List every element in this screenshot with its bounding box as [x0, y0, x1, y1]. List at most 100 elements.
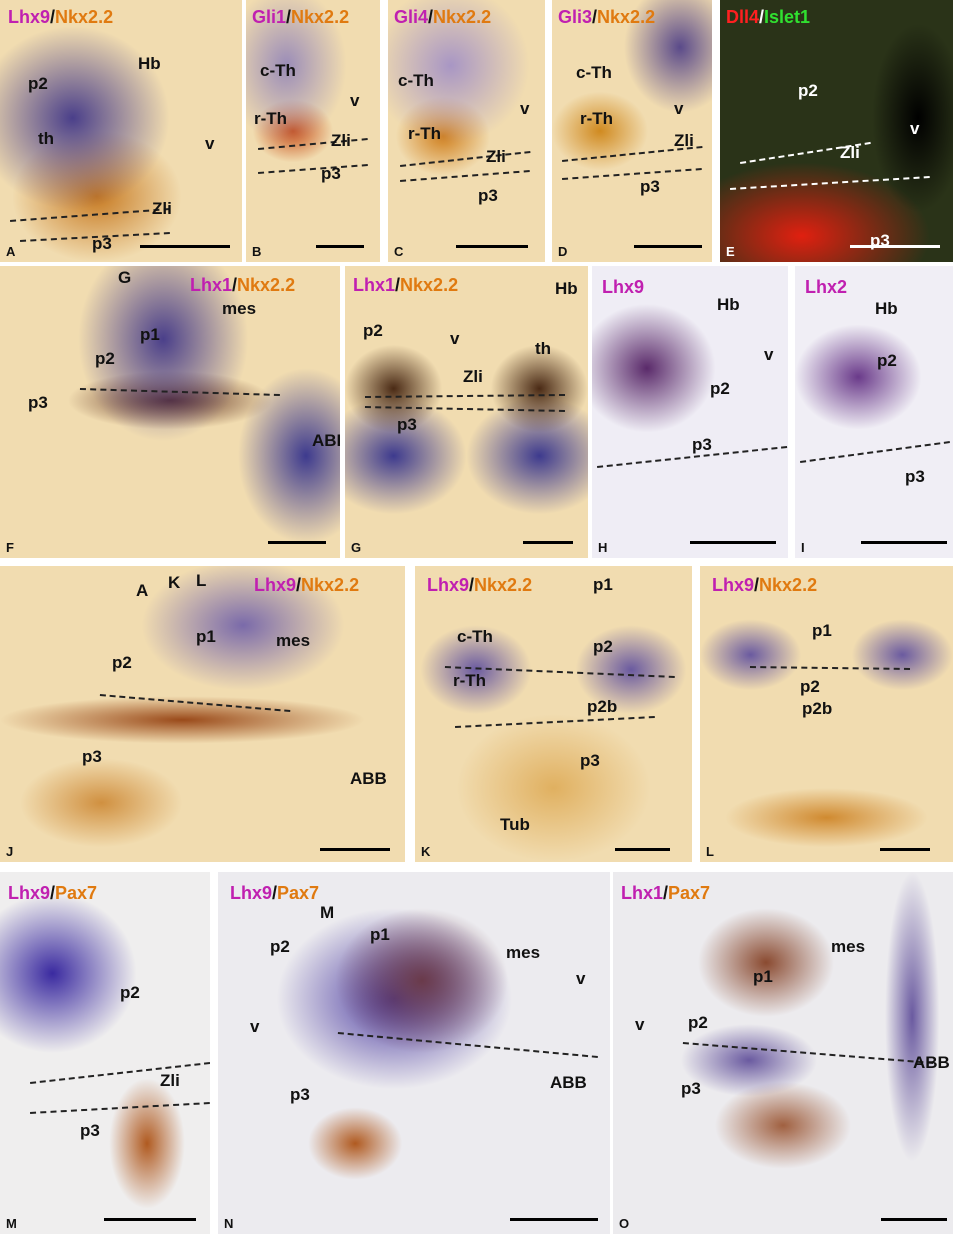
panel-letter: C — [394, 244, 404, 259]
panel: Lhx2 Hb p2 p3 I — [795, 266, 953, 558]
title-part: / — [50, 883, 56, 903]
region-label: r-Th — [580, 109, 614, 128]
region-label: p3 — [321, 164, 341, 183]
title-part: Dll4 — [726, 7, 760, 27]
region-label: v — [764, 345, 774, 364]
region-label: v — [576, 969, 586, 988]
title-part: Lhx1 — [353, 275, 396, 295]
boundary-line — [365, 394, 566, 398]
boundary-line — [10, 208, 171, 222]
boundary-line — [400, 170, 531, 182]
panel-title: Lhx1/Nkx2.2 — [190, 276, 295, 294]
title-part: Lhx9 — [8, 883, 51, 903]
region-label: p3 — [82, 747, 102, 766]
panel: Lhx1/Pax7 mes p1 v p2 ABB p3 O — [613, 872, 953, 1234]
region-label: p2b — [802, 699, 833, 718]
boundary-line — [258, 138, 369, 150]
scale-bar — [104, 1218, 196, 1221]
panel-title: Lhx9/Nkx2.2 — [427, 576, 532, 594]
region-label: ABB — [312, 431, 340, 450]
region-label: r-Th — [254, 109, 288, 128]
panel-letter: E — [726, 244, 735, 259]
boundary-line — [682, 1042, 933, 1064]
region-label: p2 — [28, 74, 48, 93]
scale-bar — [850, 245, 940, 248]
boundary-line — [400, 151, 531, 167]
scale-bar — [510, 1218, 598, 1221]
panel-title: Lhx9/Nkx2.2 — [712, 576, 817, 594]
panel-title: Lhx9/Nkx2.2 — [8, 8, 113, 26]
region-label: Hb — [555, 279, 578, 298]
scale-bar — [320, 848, 390, 851]
region-label: Zli — [463, 367, 483, 386]
region-label: p1 — [370, 925, 390, 944]
region-label: p3 — [640, 177, 660, 196]
title-part: / — [50, 7, 56, 27]
region-label: p3 — [905, 467, 925, 486]
panel-title: Lhx1/Nkx2.2 — [353, 276, 458, 294]
boundary-line — [79, 388, 280, 396]
panel-letter: B — [252, 244, 262, 259]
region-label: Hb — [717, 295, 740, 314]
title-part: Nkx2.2 — [433, 7, 492, 27]
region-label: p2 — [120, 983, 140, 1002]
region-label: Zli — [331, 131, 351, 150]
title-part: / — [754, 575, 760, 595]
title-part: Nkx2.2 — [237, 275, 296, 295]
region-label: Hb — [875, 299, 898, 318]
panel-letter: H — [598, 540, 608, 555]
panel: Lhx9 Hb v p2 p3 H — [592, 266, 788, 558]
title-part: Pax7 — [668, 883, 711, 903]
region-label: v — [910, 119, 920, 138]
region-label: Zli — [674, 131, 694, 150]
region-label: p2 — [798, 81, 818, 100]
scale-bar — [634, 245, 702, 248]
region-label: p2 — [800, 677, 820, 696]
region-label: p3 — [92, 234, 112, 253]
scale-bar — [861, 541, 947, 544]
region-label: r-Th — [453, 671, 487, 690]
region-label: p2 — [363, 321, 383, 340]
title-part: Nkx2.2 — [301, 575, 360, 595]
title-part: / — [469, 575, 475, 595]
title-part: Lhx9 — [254, 575, 297, 595]
region-label: p2 — [688, 1013, 708, 1032]
panel-letter: N — [224, 1216, 234, 1231]
region-label: p1 — [753, 967, 773, 986]
title-part: / — [592, 7, 598, 27]
panel-title: Dll4/Islet1 — [726, 8, 810, 26]
region-label: p2 — [112, 653, 132, 672]
region-label: v — [250, 1017, 260, 1036]
panel-letter: M — [6, 1216, 17, 1231]
title-part: / — [663, 883, 669, 903]
boundary-line — [364, 406, 565, 412]
title-part: Islet1 — [764, 7, 811, 27]
region-label: th — [535, 339, 552, 358]
scale-bar — [881, 1218, 947, 1221]
region-label: Hb — [138, 54, 161, 73]
title-part: Nkx2.2 — [55, 7, 114, 27]
boundary-line — [455, 716, 656, 728]
region-label: p1 — [593, 575, 613, 594]
region-label: K — [168, 573, 181, 592]
panel: Gli3/Nkx2.2 c-Th v r-Th Zli p3 D — [552, 0, 712, 262]
panel: Lhx1/Nkx2.2 Hb p2 v th Zli p3 G — [345, 266, 588, 558]
title-part: Lhx1 — [621, 883, 664, 903]
region-label: p1 — [196, 627, 216, 646]
scale-bar — [316, 245, 364, 248]
region-label: p2 — [593, 637, 613, 656]
region-label: Zli — [840, 143, 860, 162]
scale-bar — [880, 848, 930, 851]
panel: Lhx9/Pax7 p2 Zli p3 M — [0, 872, 210, 1234]
boundary-line — [30, 1062, 210, 1084]
region-label: v — [350, 91, 360, 110]
title-part: Lhx9 — [602, 277, 645, 297]
region-label: G — [118, 268, 132, 287]
scale-bar — [690, 541, 776, 544]
panel-title: Lhx9 — [602, 278, 644, 296]
region-label: p2 — [95, 349, 115, 368]
panel-title: Gli3/Nkx2.2 — [558, 8, 655, 26]
region-label: Zli — [152, 199, 172, 218]
